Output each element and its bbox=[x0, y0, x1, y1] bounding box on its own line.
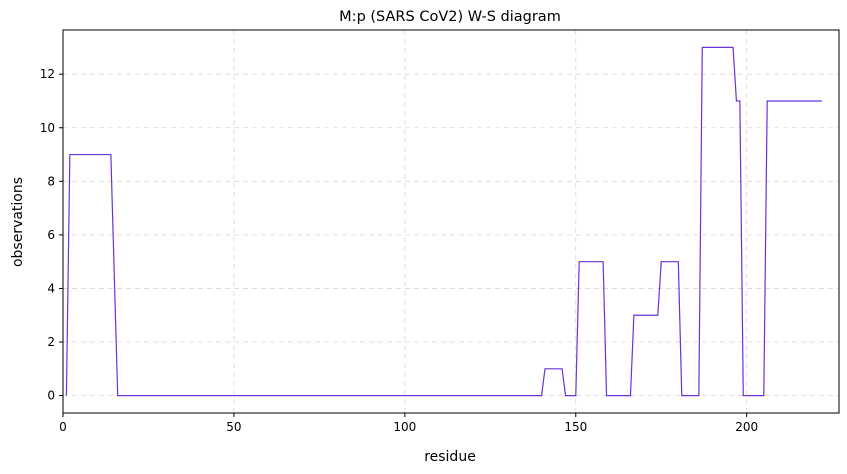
y-tick-label: 12 bbox=[40, 67, 55, 81]
y-axis-label: observations bbox=[10, 177, 26, 267]
y-tick-label: 0 bbox=[47, 389, 55, 403]
x-tick-label: 150 bbox=[564, 420, 587, 434]
x-tick-label: 200 bbox=[735, 420, 758, 434]
y-tick-label: 2 bbox=[47, 335, 55, 349]
grid bbox=[62, 30, 839, 413]
x-axis: 0 50 100 150 200 bbox=[59, 413, 758, 434]
x-tick-label: 0 bbox=[59, 420, 67, 434]
series-line bbox=[65, 46, 822, 397]
chart-title: M:p (SARS CoV2) W-S diagram bbox=[339, 9, 561, 25]
x-tick-label: 100 bbox=[393, 420, 416, 434]
y-tick-label: 10 bbox=[40, 121, 55, 135]
plot-frame bbox=[62, 29, 840, 414]
y-tick-label: 8 bbox=[47, 174, 55, 188]
series-layer bbox=[65, 46, 822, 397]
x-axis-label: residue bbox=[424, 449, 476, 465]
y-axis: 0 2 4 6 8 10 12 bbox=[40, 67, 63, 403]
x-tick-label: 50 bbox=[226, 420, 241, 434]
y-tick-label: 4 bbox=[47, 281, 55, 295]
y-tick-label: 6 bbox=[47, 228, 55, 242]
